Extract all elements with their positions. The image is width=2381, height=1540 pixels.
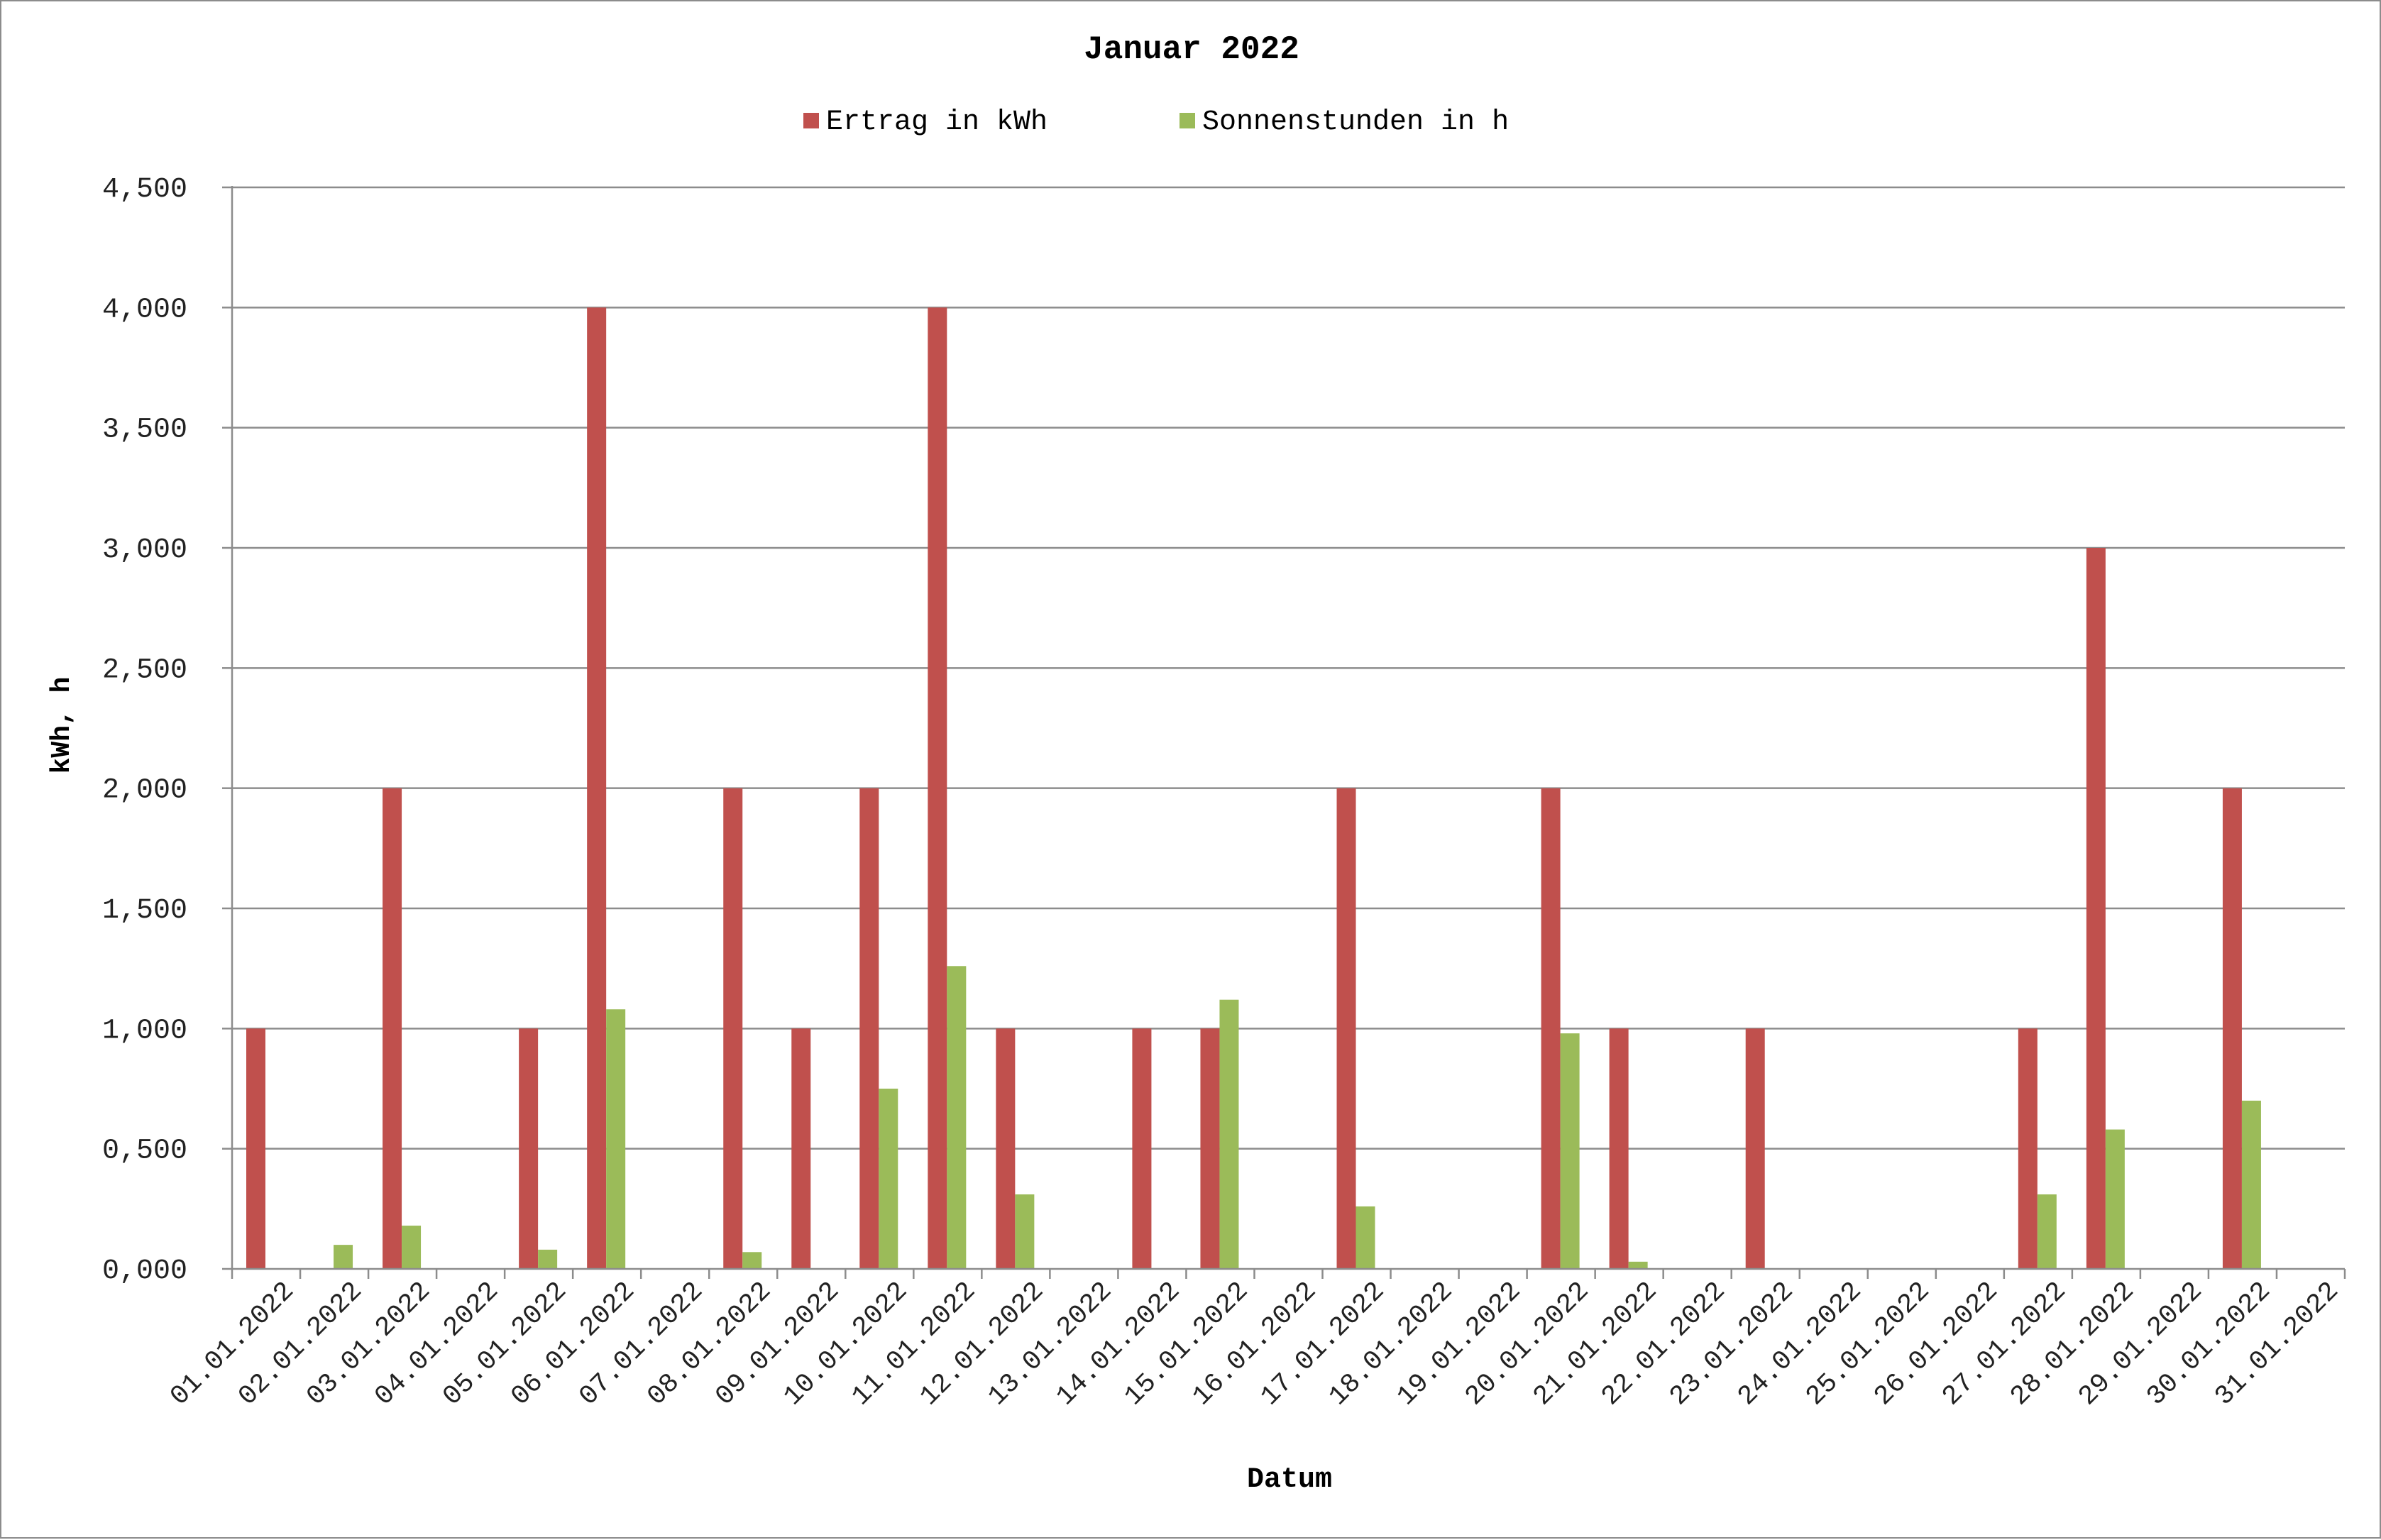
y-tick-label: 0,500 [102,1135,187,1167]
bar-ertrag [2018,1028,2038,1269]
y-tick-label: 3,000 [102,534,187,566]
y-tick-label: 1,000 [102,1015,187,1047]
bar-sonnenstunden [606,1009,626,1269]
x-tick-labels: 01.01.202202.01.202203.01.202204.01.2022… [165,1276,2346,1412]
bars [246,307,2261,1269]
chart-title: Januar 2022 [1084,31,1299,68]
bar-ertrag [246,1028,265,1269]
bar-sonnenstunden [1560,1033,1580,1269]
legend: Ertrag in kWh Sonnenstunden in h [803,106,1509,138]
bar-ertrag [1132,1028,1152,1269]
bar-ertrag [587,307,607,1269]
bar-ertrag [1200,1028,1220,1269]
y-tick-label: 2,500 [102,654,187,686]
bar-sonnenstunden [879,1089,898,1269]
bar-ertrag [383,788,402,1269]
bar-ertrag [1336,788,1356,1269]
bar-sonnenstunden [1628,1261,1648,1269]
y-tick-label: 1,500 [102,895,187,927]
y-tick-labels: 0,000 0,500 1,000 1,500 2,000 2,500 3,000 3,500… [102,174,187,1287]
bar-ertrag [1745,1028,1765,1269]
bar-sonnenstunden [1015,1194,1035,1269]
y-tick-label: 4,500 [102,174,187,206]
legend-swatch-ertrag [803,113,819,128]
bar-ertrag [1609,1028,1629,1269]
bar-sonnenstunden [2241,1100,2261,1269]
y-tick-label: 0,000 [102,1255,187,1287]
bar-sonnenstunden [1356,1206,1375,1269]
axes [231,186,2346,1279]
bar-sonnenstunden [538,1249,558,1269]
legend-label-ertrag: Ertrag in kWh [826,106,1047,138]
bar-sonnenstunden [742,1252,762,1269]
x-axis-label: Datum [1247,1464,1332,1496]
bar-ertrag [723,788,743,1269]
bar-ertrag [996,1028,1016,1269]
bar-sonnenstunden [1219,999,1239,1269]
bar-ertrag [1541,788,1561,1269]
bar-ertrag [519,1028,539,1269]
bar-ertrag [791,1028,811,1269]
bar-sonnenstunden [402,1226,422,1269]
bar-ertrag [2086,548,2106,1269]
y-tick-label: 2,000 [102,775,187,807]
legend-swatch-sonnenstunden [1179,113,1195,128]
bar-ertrag [2222,788,2242,1269]
grid-lines [222,186,2345,1270]
bar-sonnenstunden [947,966,967,1269]
y-axis-label: kWh, h [47,677,77,774]
y-tick-label: 4,000 [102,294,187,326]
bar-sonnenstunden [334,1245,353,1269]
bar-sonnenstunden [2105,1129,2125,1269]
bar-sonnenstunden [2037,1194,2057,1269]
y-tick-label: 3,500 [102,414,187,446]
bar-ertrag [928,307,947,1269]
legend-label-sonnenstunden: Sonnenstunden in h [1202,106,1509,138]
bar-ertrag [859,788,879,1269]
